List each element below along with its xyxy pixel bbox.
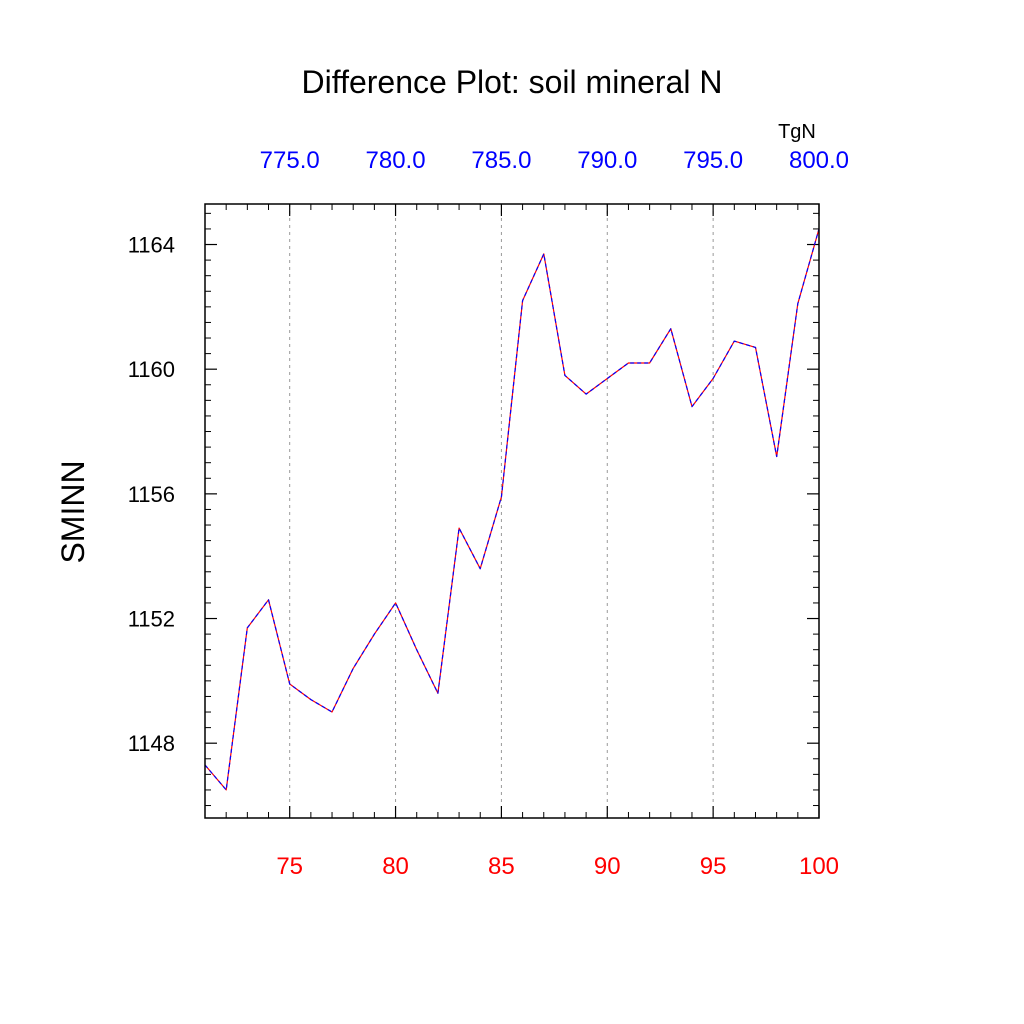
x-tick-label-bottom-5: 100 <box>799 853 839 880</box>
top-axis-unit-label: TgN <box>778 121 816 143</box>
plot-frame <box>204 203 820 819</box>
y-tick-label-1: 1152 <box>128 607 175 632</box>
x-tick-labels-top: 775.0 780.0 785.0 790.0 795.0 800.0 <box>260 147 849 174</box>
y-axis-label: SMINN <box>55 460 91 563</box>
series-line-0 <box>204 228 820 791</box>
x-tick-label-top-2: 785.0 <box>471 147 531 174</box>
x-tick-label-top-1: 780.0 <box>366 147 426 174</box>
x-tick-label-bottom-1: 80 <box>382 853 409 880</box>
x-tick-label-top-4: 795.0 <box>683 147 743 174</box>
y-tick-label-4: 1164 <box>128 233 175 258</box>
major-ticks <box>205 204 820 818</box>
minor-ticks <box>204 204 819 818</box>
x-tick-label-bottom-0: 75 <box>276 853 303 880</box>
series-line-1 <box>204 228 820 791</box>
x-tick-label-bottom-2: 85 <box>488 853 515 880</box>
x-tick-label-top-5: 800.0 <box>789 147 849 174</box>
x-tick-labels-bottom: 75 80 85 90 95 100 <box>276 853 839 880</box>
series-lines <box>204 228 820 791</box>
y-tick-label-3: 1160 <box>128 357 175 382</box>
x-tick-label-top-0: 775.0 <box>260 147 320 174</box>
chart-title: Difference Plot: soil mineral N <box>302 64 723 100</box>
x-tick-label-bottom-4: 95 <box>700 853 727 880</box>
y-tick-label-0: 1148 <box>128 731 175 756</box>
x-tick-label-bottom-3: 90 <box>594 853 621 880</box>
grid-lines <box>289 204 714 818</box>
y-tick-label-2: 1156 <box>128 482 175 507</box>
y-tick-labels: 1148 1152 1156 1160 1164 <box>128 233 175 757</box>
x-tick-label-top-3: 790.0 <box>577 147 637 174</box>
